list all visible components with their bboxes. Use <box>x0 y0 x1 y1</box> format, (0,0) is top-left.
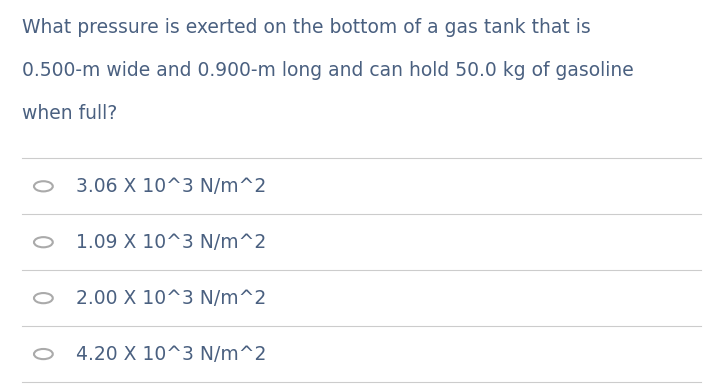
Text: when full?: when full? <box>22 104 117 123</box>
Text: 3.06 X 10^3 N/m^2: 3.06 X 10^3 N/m^2 <box>76 177 266 196</box>
Text: 2.00 X 10^3 N/m^2: 2.00 X 10^3 N/m^2 <box>76 289 266 308</box>
Text: 4.20 X 10^3 N/m^2: 4.20 X 10^3 N/m^2 <box>76 344 266 364</box>
Text: 0.500-m wide and 0.900-m long and can hold 50.0 kg of gasoline: 0.500-m wide and 0.900-m long and can ho… <box>22 61 633 80</box>
Text: 1.09 X 10^3 N/m^2: 1.09 X 10^3 N/m^2 <box>76 233 266 252</box>
Text: What pressure is exerted on the bottom of a gas tank that is: What pressure is exerted on the bottom o… <box>22 18 591 37</box>
